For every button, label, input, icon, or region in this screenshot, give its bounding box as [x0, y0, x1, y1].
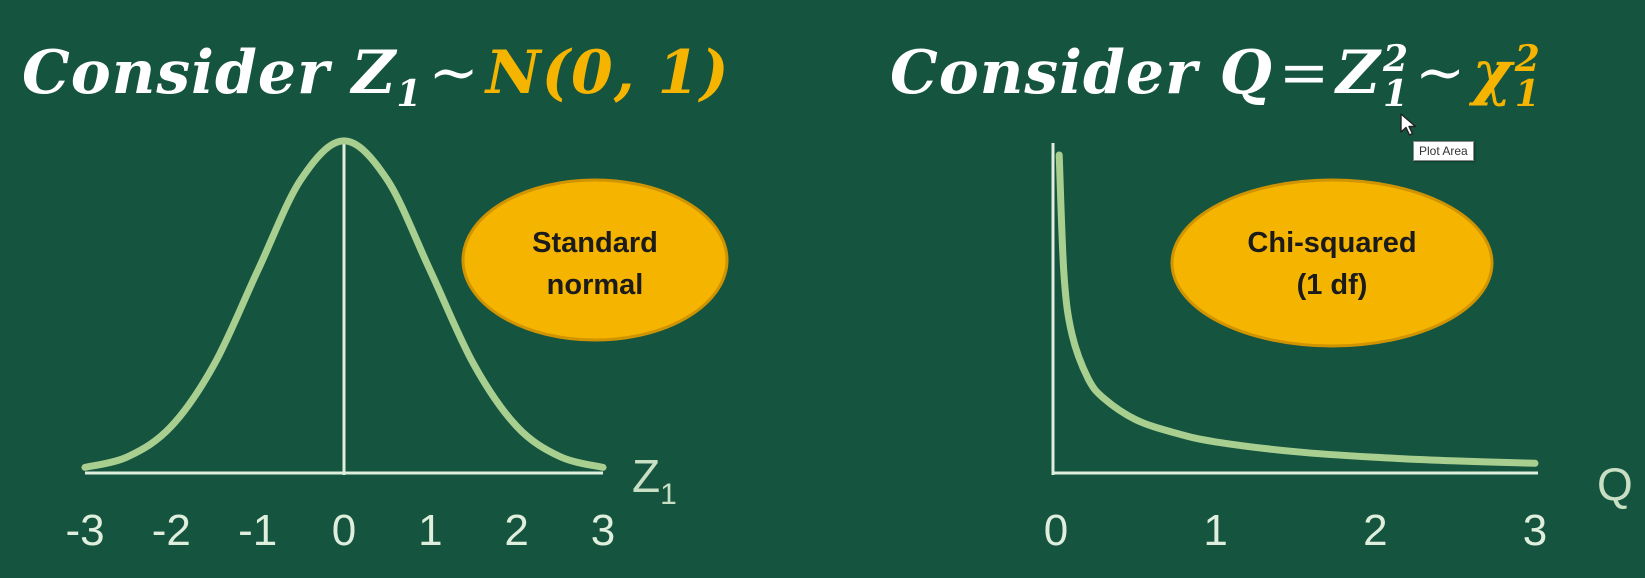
title-left: Consider Z1 ~ N(0, 1): [22, 38, 730, 115]
left-label-bubble: [461, 178, 729, 342]
chart-right[interactable]: 0 1 2 3 Q Chi-squared (1 df): [1044, 143, 1633, 555]
left-x-tick-2: -1: [238, 506, 277, 555]
right-x-tick-3: 3: [1523, 506, 1547, 555]
plot-area-tooltip: Plot Area: [1413, 141, 1474, 161]
right-label-line-2: (1 df): [1297, 269, 1368, 301]
chart-left[interactable]: -3 -2 -1 0 1 2 3 Z1 Standard normal: [65, 137, 729, 555]
left-x-tick-4: 1: [418, 506, 442, 555]
title-right-var: Q: [1219, 38, 1273, 108]
right-x-tick-1: 1: [1203, 506, 1227, 555]
title-right: Consider Q = Z 2 1 ~ χ 2 1: [890, 38, 1541, 115]
right-x-tick-labels: 0 1 2 3: [1044, 506, 1547, 555]
title-left-var: Z: [351, 38, 397, 108]
left-x-tick-labels: -3 -2 -1 0 1 2 3: [65, 506, 615, 555]
title-right-eq: =: [1278, 38, 1331, 108]
left-x-tick-3: 0: [332, 506, 356, 555]
left-x-axis-sub: 1: [660, 478, 677, 511]
left-label-line-2: normal: [547, 269, 644, 301]
title-left-sub: 1: [396, 73, 423, 115]
title-left-op: ~: [428, 38, 480, 108]
right-density-curve: [1055, 151, 1539, 467]
left-density-curve: [81, 137, 607, 471]
left-x-tick-5: 2: [504, 506, 528, 555]
left-x-tick-1: -2: [152, 506, 191, 555]
title-left-prefix: Consider: [22, 38, 352, 108]
cursor-arrow-icon: [1400, 113, 1417, 136]
right-x-axis-name: Q: [1597, 458, 1633, 510]
left-x-tick-6: 3: [591, 506, 615, 555]
title-right-chi: χ: [1472, 38, 1513, 108]
right-label-line-1: Chi-squared: [1247, 227, 1416, 259]
left-x-axis-name: Z1: [632, 450, 677, 511]
right-label-bubble: [1170, 178, 1494, 348]
left-x-axis-base: Z: [632, 450, 660, 502]
title-right-z: Z: [1336, 38, 1381, 108]
title-right-chi-sub: 1: [1514, 72, 1541, 115]
title-left-dist: N(0, 1): [485, 38, 730, 108]
left-x-tick-0: -3: [65, 506, 104, 555]
right-x-tick-2: 2: [1363, 506, 1387, 555]
left-label-line-1: Standard: [532, 227, 658, 259]
right-x-tick-0: 0: [1044, 506, 1068, 555]
title-right-prefix: Consider: [890, 38, 1220, 108]
title-right-op: ~: [1415, 38, 1467, 108]
title-right-z-sub: 1: [1382, 72, 1410, 115]
title-right-chi-sup: 2: [1514, 38, 1541, 81]
title-right-z-sup: 2: [1382, 38, 1410, 81]
